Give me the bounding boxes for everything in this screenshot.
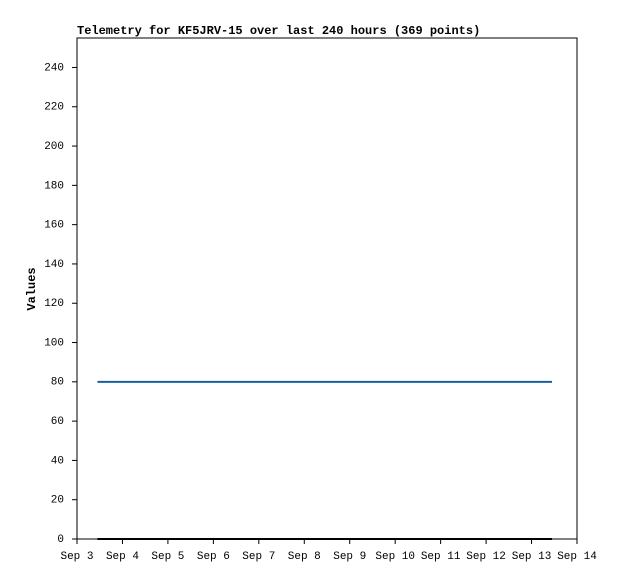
x-tick-label: Sep 12 [466,551,506,563]
y-tick-label: 0 [57,534,64,546]
x-tick-label: Sep 11 [421,551,461,563]
y-tick-label: 100 [44,337,64,349]
y-tick-label: 120 [44,298,64,310]
x-tick-label: Sep 4 [106,551,139,563]
y-tick-label: 140 [44,259,64,271]
x-tick-label: Sep 5 [151,551,184,563]
y-tick-label: 20 [51,495,64,507]
y-tick-label: 80 [51,377,64,389]
y-tick-label: 160 [44,220,64,232]
y-tick-label: 40 [51,455,64,467]
y-tick-label: 240 [44,62,64,74]
x-tick-label: Sep 3 [60,551,93,563]
y-tick-label: 180 [44,180,64,192]
x-tick-label: Sep 13 [512,551,552,563]
chart-title: Telemetry for KF5JRV-15 over last 240 ho… [77,24,480,38]
x-tick-label: Sep 8 [288,551,321,563]
y-tick-label: 200 [44,141,64,153]
x-tick-label: Sep 14 [557,551,597,563]
x-tick-label: Sep 9 [333,551,366,563]
y-tick-label: 220 [44,102,64,114]
y-tick-label: 60 [51,416,64,428]
y-axis-label: Values [25,267,39,310]
x-tick-label: Sep 6 [197,551,230,563]
x-tick-label: Sep 10 [375,551,415,563]
x-tick-label: Sep 7 [242,551,275,563]
